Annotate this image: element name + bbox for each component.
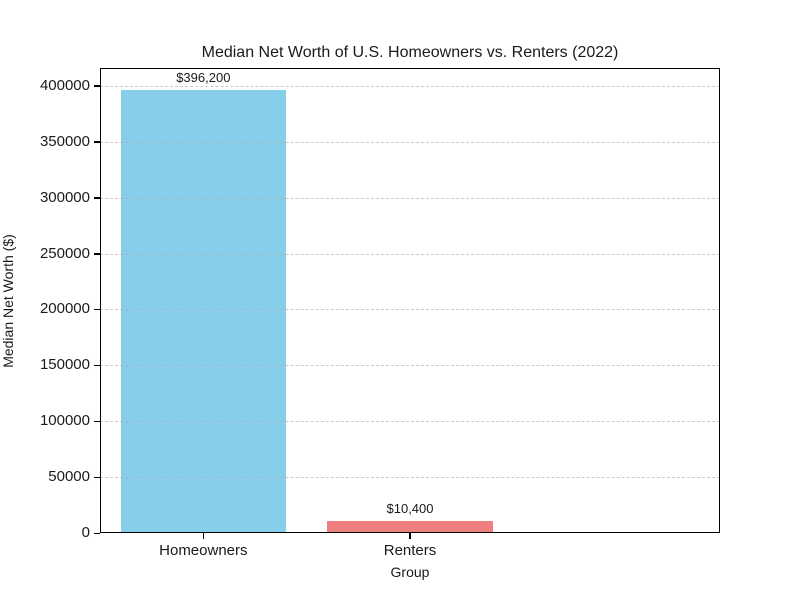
y-tick-label-350000: 350000 <box>39 132 90 150</box>
x-axis-label: Group <box>390 564 430 580</box>
y-tick-label-50000: 50000 <box>48 468 90 486</box>
x-tick-mark <box>409 533 411 539</box>
x-tick-mark <box>202 533 205 539</box>
chart-title: Median Net Worth of U.S. Homeowners vs. … <box>201 44 619 61</box>
y-tick-mark <box>94 308 100 311</box>
y-tick-mark <box>94 197 100 199</box>
y-tick-mark <box>94 532 100 534</box>
bar-renters <box>327 521 493 533</box>
y-tick-mark <box>94 253 100 255</box>
y-tick-label-300000: 300000 <box>39 188 90 206</box>
y-tick-label-100000: 100000 <box>39 412 90 430</box>
x-tick-label-homeowners: Homeowners <box>159 542 248 559</box>
x-tick-label-renters: Renters <box>383 542 437 559</box>
y-tick-label-0: 0 <box>81 524 90 541</box>
y-tick-label-400000: 400000 <box>39 76 90 94</box>
y-tick-mark <box>94 85 100 87</box>
y-tick-mark <box>94 420 100 423</box>
bar-value-label-homeowners: $396,200 <box>176 70 231 86</box>
y-tick-mark <box>94 364 100 367</box>
gridline-400000 <box>100 85 720 87</box>
bar-homeowners <box>120 90 286 533</box>
plot-area: $396,200 $10,400 <box>100 68 720 533</box>
y-tick-label-150000: 150000 <box>39 356 90 374</box>
y-tick-label-200000: 200000 <box>39 300 90 318</box>
bar-value-label-renters: $10,400 <box>386 501 434 517</box>
y-tick-mark <box>94 476 100 479</box>
y-tick-label-250000: 250000 <box>39 244 90 262</box>
y-tick-mark <box>94 141 100 143</box>
